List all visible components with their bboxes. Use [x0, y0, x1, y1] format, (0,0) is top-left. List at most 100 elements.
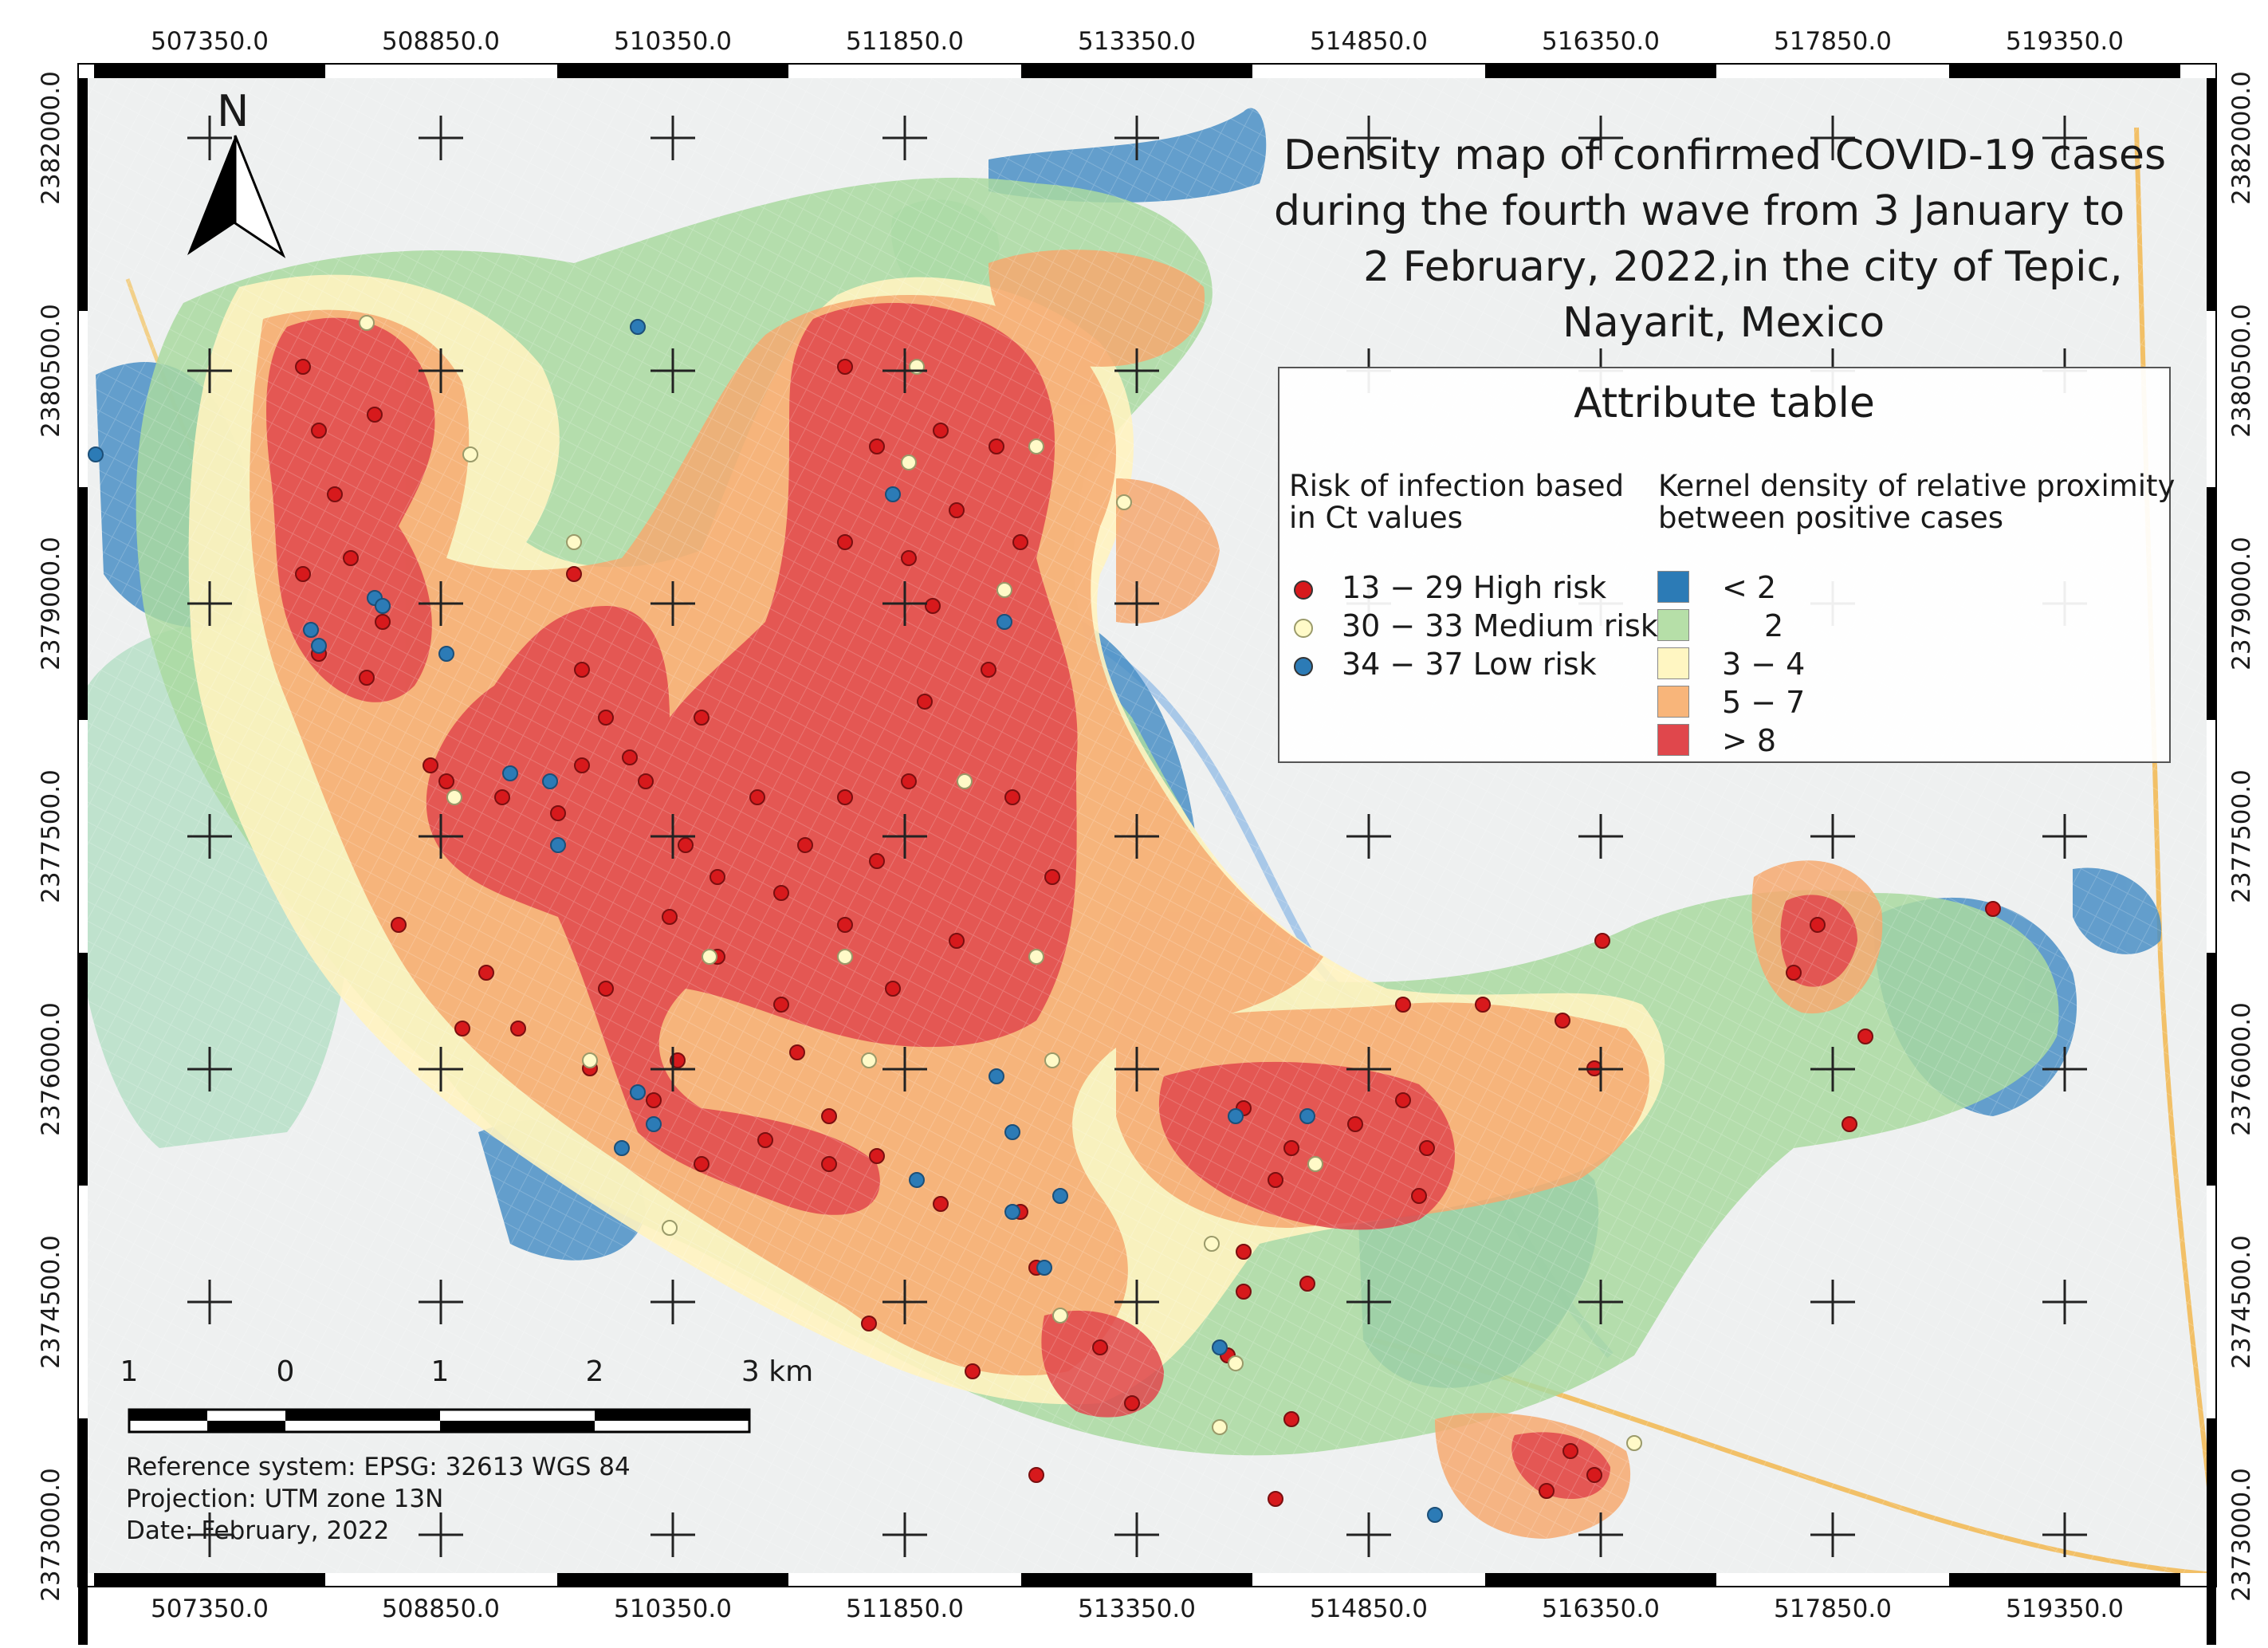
case-point — [391, 917, 407, 933]
y-coordinate-label: 2377500.0 — [37, 769, 65, 903]
case-point — [925, 598, 941, 614]
case-point — [438, 773, 454, 789]
grid-cross — [1810, 1512, 1855, 1557]
case-point — [901, 773, 917, 789]
y-coordinate-label: 2374500.0 — [2227, 1235, 2256, 1369]
density-swatch — [1657, 686, 1689, 718]
case-point — [996, 614, 1012, 630]
y-coordinate-label: 2376000.0 — [2227, 1002, 2256, 1136]
case-point — [646, 1092, 662, 1108]
case-point — [598, 710, 614, 726]
x-coordinate-label: 517850.0 — [1774, 1595, 1892, 1623]
density-label: 3 − 4 — [1722, 647, 1806, 682]
grid-cross — [1114, 1512, 1159, 1557]
grid-cross — [187, 116, 232, 160]
x-coordinate-label: 519350.0 — [2006, 1595, 2124, 1623]
frame-tick — [94, 1573, 325, 1587]
x-coordinate-label: 508850.0 — [382, 1595, 500, 1623]
case-point — [773, 997, 789, 1013]
grid-cross — [1578, 1280, 1623, 1324]
case-point — [662, 1220, 678, 1236]
case-point — [1124, 1395, 1140, 1411]
grid-cross — [1114, 116, 1159, 160]
grid-cross — [651, 814, 695, 859]
case-point — [996, 582, 1012, 598]
case-point — [821, 1156, 837, 1172]
x-coordinate-label: 513350.0 — [1078, 27, 1196, 56]
case-point — [638, 773, 654, 789]
case-point — [1116, 494, 1132, 510]
case-point — [375, 614, 391, 630]
medium-risk-marker — [1294, 619, 1313, 638]
case-point — [1810, 917, 1826, 933]
grid-cross — [1578, 116, 1623, 160]
case-point — [88, 446, 104, 462]
grid-cross — [2042, 1280, 2087, 1324]
case-point — [869, 1148, 885, 1164]
case-point — [1212, 1339, 1228, 1355]
grid-cross — [1114, 814, 1159, 859]
case-point — [1004, 789, 1020, 805]
case-point — [438, 646, 454, 662]
case-point — [1228, 1355, 1244, 1371]
density-swatch — [1657, 609, 1689, 641]
case-point — [582, 1052, 598, 1068]
grid-cross — [1346, 1512, 1391, 1557]
density-label: 2 — [1764, 608, 1784, 643]
grid-cross — [651, 1280, 695, 1324]
x-coordinate-label: 507350.0 — [151, 27, 269, 56]
case-point — [303, 622, 319, 638]
high-risk-marker — [1294, 580, 1313, 600]
frame-tick — [78, 78, 88, 311]
y-coordinate-label: 2373000.0 — [37, 1468, 65, 1602]
density-label: 5 − 7 — [1722, 685, 1806, 720]
north-arrow-label: N — [217, 86, 250, 136]
case-point — [1236, 1244, 1252, 1260]
scale-segment — [207, 1421, 285, 1432]
x-coordinate-label: 511850.0 — [846, 1595, 964, 1623]
case-point — [343, 550, 359, 566]
density-legend-heading: Kernel density of relative proximity bet… — [1658, 470, 2175, 534]
coordinate-frame-ticks — [78, 64, 2216, 1648]
case-point — [614, 1140, 630, 1156]
density-label: < 2 — [1722, 570, 1777, 605]
grid-cross — [651, 1512, 695, 1557]
case-point — [550, 805, 566, 821]
case-point — [1562, 1443, 1578, 1459]
case-point — [646, 1116, 662, 1132]
grid-cross — [882, 1512, 927, 1557]
case-point — [423, 757, 438, 773]
case-point — [861, 1316, 877, 1331]
frame-tick — [2207, 78, 2216, 311]
frame-tick — [1021, 64, 1252, 78]
case-point — [622, 749, 638, 765]
case-point — [502, 765, 518, 781]
case-point — [901, 550, 917, 566]
case-point — [1475, 997, 1491, 1013]
case-point — [311, 638, 327, 654]
case-point — [1044, 1052, 1060, 1068]
grid-cross — [419, 1047, 463, 1091]
case-point — [1307, 1156, 1323, 1172]
case-point — [574, 757, 590, 773]
case-point — [989, 439, 1004, 454]
reference-system-text: Reference system: EPSG: 32613 WGS 84 — [126, 1453, 631, 1481]
grid-cross — [1578, 814, 1623, 859]
basemap — [88, 78, 2207, 1573]
frame-tick — [1485, 64, 1716, 78]
case-point — [1052, 1188, 1068, 1204]
grid-cross — [882, 1280, 927, 1324]
x-coordinate-label: 510350.0 — [614, 1595, 732, 1623]
grid-cross — [1346, 1280, 1391, 1324]
y-coordinate-label: 2374500.0 — [37, 1235, 65, 1369]
grid-cross — [1810, 1280, 1855, 1324]
case-point — [454, 1021, 470, 1036]
low-risk-marker — [1294, 657, 1313, 676]
frame-tick — [78, 487, 88, 720]
y-coordinate-label: 2380500.0 — [2227, 304, 2256, 438]
x-coordinate-label: 508850.0 — [382, 27, 500, 56]
case-point — [295, 359, 311, 375]
y-coordinate-label: 2379000.0 — [37, 537, 65, 671]
grid-cross — [1810, 116, 1855, 160]
case-point — [566, 534, 582, 550]
